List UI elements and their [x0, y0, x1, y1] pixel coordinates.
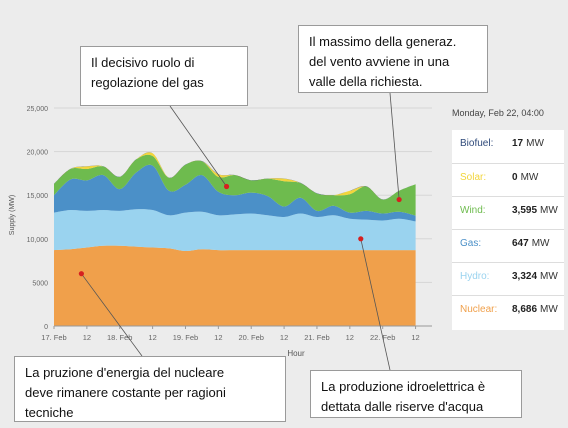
annotation-gas: Il decisivo ruolo di regolazione del gas	[80, 46, 248, 106]
x-tick-label: 18. Feb	[107, 333, 132, 342]
legend-unit: MW	[540, 205, 558, 216]
x-tick-label: 12	[83, 333, 91, 342]
annotation-lines	[81, 92, 400, 371]
y-tick-label: 20,000	[27, 150, 49, 157]
legend-panel: Biofuel: 17 MW Solar: 0 MW Wind: 3,595 MW Gas: 647…	[452, 130, 564, 330]
annotation-line	[389, 92, 400, 200]
area-gas	[54, 164, 416, 222]
axis-layer: 25,000 20,000 15,000 10,000 5000 0 17. Feb 12 18…	[27, 106, 432, 342]
legend-series-name: Nuclear:	[460, 304, 498, 315]
legend-series-name: Hydro:	[460, 271, 490, 282]
y-tick-label: 0	[44, 324, 48, 331]
markers	[78, 183, 402, 277]
y-axis-label: Supply (MW)	[9, 195, 16, 235]
legend-series-value: 3,324 MW	[512, 271, 558, 282]
area-nuclear	[54, 245, 416, 326]
legend-date: Monday, Feb 22, 04:00	[452, 108, 544, 118]
legend-series-value: 0 MW	[512, 172, 539, 183]
legend-unit: MW	[531, 238, 550, 249]
annotation-line	[360, 238, 391, 371]
x-tick-label: 17. Feb	[41, 333, 66, 342]
legend-row: Biofuel: 17 MW	[452, 130, 564, 158]
x-tick-label: 12	[148, 333, 156, 342]
marker-dot	[358, 236, 364, 242]
y-tick-label: 5000	[32, 280, 48, 287]
area-wind	[54, 154, 416, 216]
legend-row: Gas: 647 MW	[452, 229, 564, 258]
annotation-hydro: La produzione idroelettrica è dettata da…	[310, 370, 522, 418]
x-axis-label: Hour	[287, 349, 305, 358]
y-tick-label: 25,000	[27, 106, 49, 113]
x-tick-label: 12	[280, 333, 288, 342]
legend-series-name: Gas:	[460, 238, 482, 249]
legend-series-value: 3,595 MW	[512, 205, 558, 216]
x-tick-label: 12	[214, 333, 222, 342]
legend-row: Wind: 3,595 MW	[452, 196, 564, 225]
legend-series-name: Wind:	[460, 205, 486, 216]
legend-series-name: Biofuel:	[460, 138, 494, 149]
x-tick-label: 12	[346, 333, 354, 342]
y-tick-label: 15,000	[27, 193, 49, 200]
annotation-line	[169, 105, 227, 187]
legend-row: Solar: 0 MW	[452, 163, 564, 192]
area-layer	[54, 152, 416, 326]
legend-series-value: 17 MW	[512, 138, 544, 149]
annotation-nuclear: La pruzione d'energia del nucleare deve …	[14, 356, 286, 422]
legend-series-name: Solar:	[460, 172, 487, 183]
x-tick-label: 20. Feb	[238, 333, 263, 342]
x-tick-label: 21. Feb	[304, 333, 329, 342]
legend-series-value: 8,686 MW	[512, 304, 558, 315]
legend-unit: MW	[540, 271, 558, 282]
annotation-line	[81, 273, 143, 357]
legend-unit: MW	[540, 304, 558, 315]
x-tick-label: 19. Feb	[173, 333, 198, 342]
legend-series-value: 647 MW	[512, 238, 550, 249]
legend-row: Nuclear: 8,686 MW	[452, 295, 564, 324]
marker-dot	[78, 271, 84, 277]
marker-dot	[396, 196, 402, 203]
legend-unit: MW	[526, 138, 544, 149]
annotation-wind: Il massimo della generaz. del vento avvi…	[298, 25, 488, 93]
legend-row: Hydro: 3,324 MW	[452, 262, 564, 291]
area-hydro	[54, 209, 416, 252]
x-tick-label: 12	[411, 333, 419, 342]
marker-dot	[223, 183, 230, 190]
y-tick-label: 10,000	[27, 237, 49, 244]
legend-unit: MW	[520, 172, 539, 183]
